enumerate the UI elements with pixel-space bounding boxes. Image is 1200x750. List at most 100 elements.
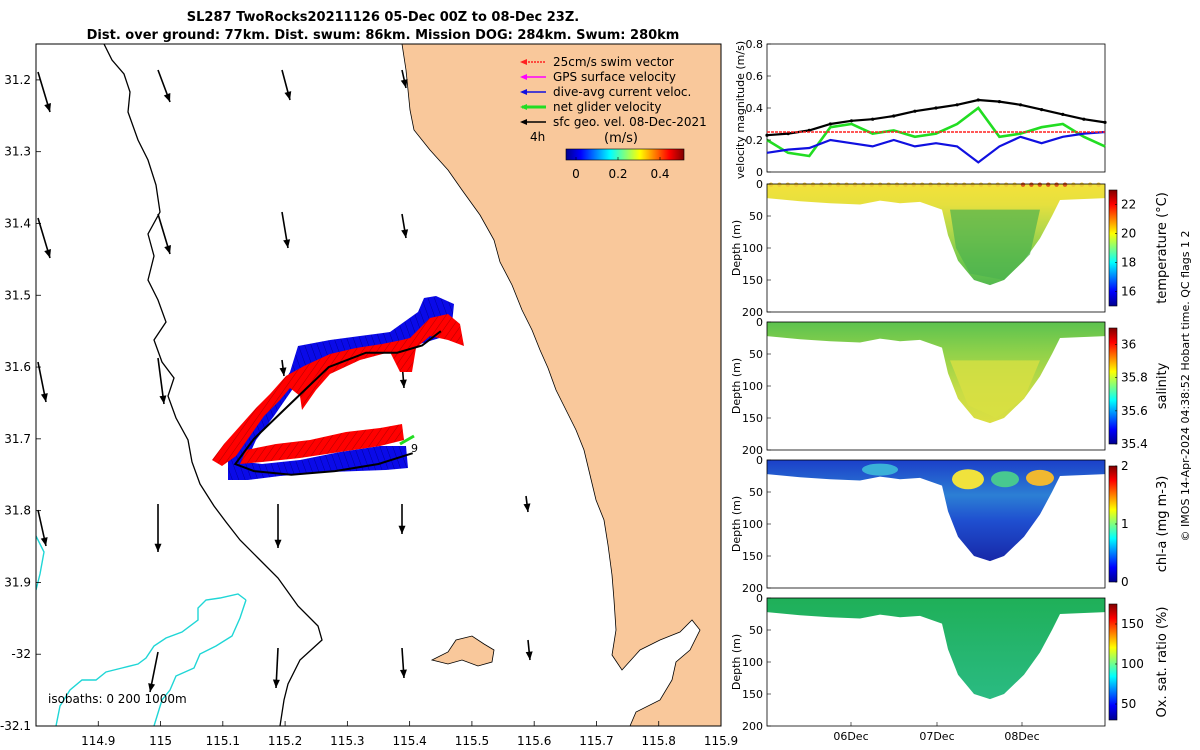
temperature-surface-sample	[802, 182, 807, 187]
oxygen-colorbar-tick-label: 150	[1121, 617, 1144, 631]
salinity-colorbar	[1108, 327, 1118, 445]
chlorophyll-mid-patch	[991, 471, 1019, 488]
temperature-surface-sample	[878, 182, 883, 187]
velocity-point	[765, 133, 769, 137]
map-x-tick-label: 115.7	[579, 734, 613, 748]
figure-subtitle: Dist. over ground: 77km. Dist. swum: 86k…	[87, 28, 680, 43]
section-x-tick-label: 08Dec	[1004, 730, 1039, 743]
temperature-colorbar	[1108, 189, 1118, 307]
map-x-tick-label: 115.8	[642, 734, 676, 748]
map-x-tick-label: 115.5	[455, 734, 489, 748]
temperature-colorbar-tick-label: 18	[1121, 256, 1136, 270]
credit-text: © IMOS 14-Apr-2024 04:38:52 Hobart time.…	[1179, 231, 1192, 542]
temperature-surface-sample	[1071, 182, 1076, 187]
oxygen-colorbar	[1108, 603, 1118, 721]
temperature-surface-sample	[928, 182, 933, 187]
velocity-y-tick-label: 0	[756, 166, 763, 179]
temperature-surface-sample	[861, 182, 866, 187]
land-mass	[401, 44, 721, 726]
legend-arrow-head	[520, 59, 527, 65]
map-colorbar-tick-label: 0.4	[650, 167, 669, 181]
oxygen-colorbar-tick-label: 50	[1121, 697, 1136, 711]
oxygen-y-tick-label: 150	[742, 688, 763, 701]
geo-arrow-head	[284, 91, 292, 100]
salinity-colorbar-tick-label: 35.6	[1121, 404, 1148, 418]
salinity-y-tick-label: 100	[742, 380, 763, 393]
temperature-surface-sample	[987, 182, 992, 187]
map-x-tick-label: 115.4	[392, 734, 426, 748]
temperature-section-panel: 0 50 100 150 200 Depth (m) 22 20 18 16 temperature…	[730, 178, 1170, 319]
chlorophyll-section-panel: 0 50 100 150 200 Depth (m) 2 1 0 chl-a (mg m-3)	[730, 454, 1170, 595]
velocity-series-line	[766, 130, 1106, 164]
geo-arrow-head	[279, 367, 287, 376]
temperature-surface-sample	[1029, 182, 1034, 187]
temperature-surface-sample	[1004, 182, 1009, 187]
temperature-surface-sample	[810, 182, 816, 187]
oxygen-y-tick-label: 200	[742, 720, 763, 733]
velocity-y-tick-label: 0.2	[746, 134, 764, 147]
salinity-y-tick-label: 0	[756, 316, 763, 329]
geo-arrow-head	[401, 229, 409, 238]
temperature-surface-sample	[953, 182, 958, 187]
chlorophyll-y-tick-label: 100	[742, 518, 763, 531]
velocity-y-tick-label: 0.4	[746, 102, 764, 115]
oxygen-y-tick-label: 100	[742, 656, 763, 669]
velocity-y-tick-label: 0.6	[746, 70, 764, 83]
velocity-series-line	[766, 106, 1106, 158]
isobath-label: isobaths: 0 200 1000m	[48, 692, 187, 706]
chlorophyll-y-tick-label: 150	[742, 550, 763, 563]
chlorophyll-max-patch	[1026, 469, 1054, 486]
map-panel: 114.9 115 115.1 115.2 115.3 115.4 115.5 115.6 11…	[0, 43, 738, 748]
coastline-isobath-200	[103, 44, 323, 726]
salinity-y-tick-label: 50	[749, 348, 763, 361]
geo-arrow-head	[398, 525, 406, 534]
geo-arrow-head	[159, 395, 167, 404]
temperature-surface-sample	[1046, 182, 1051, 187]
chlorophyll-colorbar-tick-label: 0	[1121, 575, 1129, 589]
temperature-surface-sample	[945, 182, 950, 187]
temperature-surface-sample	[844, 182, 849, 187]
legend-label: dive-avg current veloc.	[553, 85, 691, 99]
temperature-surface-sample	[836, 182, 841, 187]
temperature-surface-sample	[970, 182, 975, 187]
legend-label: sfc geo. vel. 08-Dec-2021	[553, 115, 707, 129]
temperature-surface-sample	[903, 182, 908, 187]
map-colorbar-tick-label: 0.2	[608, 167, 627, 181]
temperature-y-tick-label: 200	[742, 306, 763, 319]
temperature-colorbar-tick-label: 20	[1121, 227, 1136, 241]
legend-arrow-head	[520, 89, 527, 95]
legend-arrow-head	[520, 104, 527, 110]
map-x-tick-label: 115.6	[517, 734, 551, 748]
salinity-colorbar-tick-label: 35.4	[1121, 437, 1148, 451]
temperature-surface-sample	[1020, 182, 1026, 187]
chlorophyll-colorbar-tick-label: 1	[1121, 517, 1129, 531]
temperature-surface-sample	[894, 182, 900, 187]
geo-arrow-head	[399, 669, 407, 678]
map-x-tick-label: 115.9	[704, 734, 738, 748]
chlorophyll-colorbar-tick-label: 2	[1121, 459, 1129, 473]
sfc-geo-velocity-arrows	[37, 69, 533, 693]
map-x-tick-label: 115	[149, 734, 172, 748]
swim-vector-band-lower	[240, 424, 404, 464]
velocity-point	[1082, 117, 1086, 121]
temperature-surface-sample	[785, 182, 790, 187]
temperature-surface-sample	[911, 182, 916, 187]
section-x-tick-label: 06Dec	[833, 730, 868, 743]
temperature-surface-sample	[1079, 182, 1085, 187]
temperature-colorbar-tick-label: 22	[1121, 198, 1136, 212]
map-y-axis: 31.2 31.3 31.4 31.5 31.6 31.7 31.8 31.9 -32 -32.1	[0, 73, 41, 733]
map-x-axis: 114.9 115 115.1 115.2 115.3 115.4 115.5 115.6 11…	[81, 721, 738, 748]
velocity-ylabel: velocity magnitude (m/s)	[734, 41, 747, 179]
salinity-colorbar-label: salinity	[1155, 362, 1170, 409]
map-y-tick-label: 31.2	[4, 73, 31, 87]
chlorophyll-colorbar-label: chl-a (mg m-3)	[1155, 476, 1170, 573]
temperature-surface-sample	[1096, 182, 1101, 187]
legend-units-label: (m/s)	[604, 131, 638, 146]
temperature-surface-sample	[1012, 182, 1017, 187]
temperature-surface-sample	[978, 182, 984, 187]
temperature-surface-sample	[819, 182, 824, 187]
velocity-point	[913, 109, 917, 113]
map-y-tick-label: 31.3	[4, 145, 31, 159]
temperature-surface-sample	[852, 182, 858, 187]
